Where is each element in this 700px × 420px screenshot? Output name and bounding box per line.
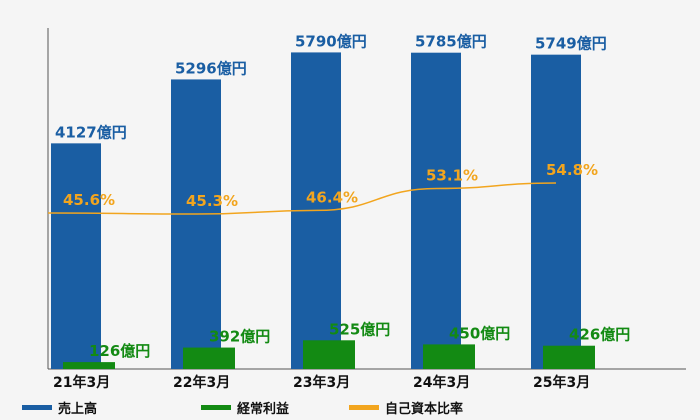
label-sales-2: 5296億円 [175, 59, 247, 77]
label-profit-4: 450億円 [449, 324, 510, 342]
legend-item-sales: 売上高 [22, 401, 97, 417]
bar-sales-4 [411, 52, 461, 369]
label-ratio-4: 53.1% [426, 167, 478, 185]
bar-sales-2 [171, 79, 221, 369]
bar-profit-2 [183, 347, 235, 369]
bar-profit-3 [303, 340, 355, 369]
x-tick-label-5: 25年3月 [533, 374, 590, 391]
legend-label: 売上高 [58, 401, 97, 417]
label-sales-1: 4127億円 [55, 123, 127, 141]
line-layer [47, 182, 557, 215]
line-equity-ratio [47, 182, 557, 215]
label-sales-5: 5749億円 [535, 35, 607, 53]
legend-swatch [201, 405, 231, 410]
label-profit-1: 126億円 [89, 342, 150, 360]
label-profit-5: 426億円 [569, 326, 630, 344]
label-sales-4: 5785億円 [415, 33, 487, 51]
bar-profit-5 [543, 345, 595, 369]
label-sales-3: 5790億円 [295, 32, 367, 50]
legend-item-equity-ratio: 自己資本比率 [349, 401, 463, 417]
bar-profit-1 [63, 362, 115, 369]
x-tick-labels: 21年3月 22年3月 23年3月 24年3月 25年3月 [53, 374, 590, 391]
legend-swatch [22, 405, 52, 410]
legend-item-profit: 経常利益 [201, 401, 289, 417]
bar-sales-5 [531, 54, 581, 369]
bar-profit-4 [423, 344, 475, 369]
legend-swatch [349, 405, 379, 410]
label-ratio-2: 45.3% [186, 192, 238, 210]
legend-label: 自己資本比率 [385, 401, 463, 417]
x-tick-label-1: 21年3月 [53, 374, 110, 391]
legend: 売上高 経常利益 自己資本比率 [22, 401, 463, 417]
label-ratio-5: 54.8% [546, 161, 598, 179]
x-tick-label-2: 22年3月 [173, 374, 230, 391]
label-ratio-3: 46.4% [306, 188, 358, 206]
chart-axes [47, 28, 686, 370]
x-tick-label-4: 24年3月 [413, 374, 470, 391]
x-tick-label-3: 23年3月 [293, 374, 350, 391]
label-profit-3: 525億円 [329, 320, 390, 338]
bars-layer [51, 52, 595, 369]
data-labels-layer: 4127億円 126億円 5296億円 392億円 5790億円 525億円 5785億円 4… [55, 32, 630, 360]
bar-sales-1 [51, 143, 101, 369]
label-profit-2: 392億円 [209, 328, 270, 346]
legend-label: 経常利益 [237, 401, 289, 417]
label-ratio-1: 45.6% [63, 191, 115, 209]
